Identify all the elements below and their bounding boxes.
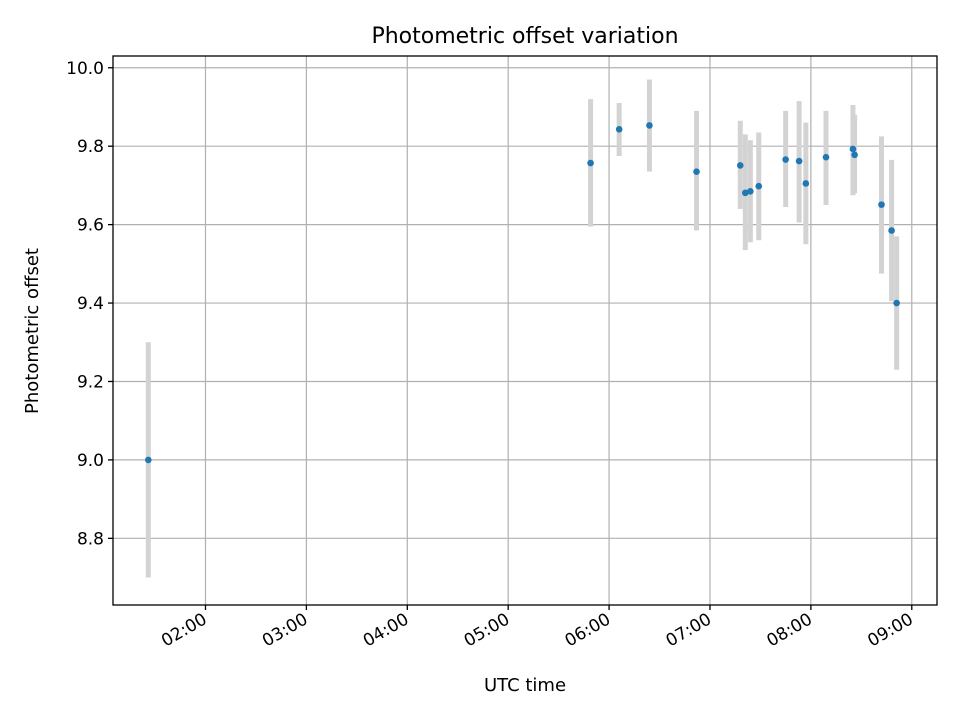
data-point: [849, 145, 857, 153]
plot-frame: [112, 55, 938, 606]
grid: [113, 56, 937, 605]
data-point: [782, 156, 789, 163]
data-point: [755, 182, 763, 190]
x-axis-label: UTC time: [484, 675, 566, 696]
data-point: [587, 159, 594, 167]
data-point: [747, 187, 754, 195]
data-point: [615, 126, 623, 133]
data-point: [646, 122, 653, 129]
x-tick-label: 09:00: [864, 609, 916, 651]
ticks: 02:00 03:00 04:00 05:00 06:00 07:00 08:00 09:00…: [66, 59, 917, 652]
y-axis-label: Photometric offset: [22, 248, 43, 414]
y-tick-label: 9.0: [77, 451, 104, 471]
data-points: [145, 122, 900, 464]
chart-title: Photometric offset variation: [371, 24, 678, 49]
data-point: [741, 189, 749, 197]
y-tick-label: 9.2: [77, 372, 104, 392]
y-tick-label: 9.8: [77, 137, 104, 157]
x-tick-label: 06:00: [562, 609, 614, 651]
x-tick-label: 02:00: [158, 609, 210, 651]
data-point: [145, 456, 152, 464]
data-point: [693, 168, 700, 175]
data-point: [893, 299, 900, 307]
data-point: [795, 157, 803, 165]
data-point: [878, 201, 885, 208]
y-tick-label: 9.4: [77, 294, 104, 314]
x-tick-label: 03:00: [259, 609, 311, 651]
x-tick-label: 04:00: [360, 609, 412, 651]
y-tick-label: 9.6: [77, 216, 104, 236]
x-tick-label: 07:00: [663, 609, 715, 651]
data-point: [822, 153, 830, 161]
data-point: [736, 162, 744, 169]
error-bars: [145, 79, 900, 578]
x-tick-label: 05:00: [461, 609, 513, 651]
x-tick-label: 08:00: [763, 609, 815, 651]
data-point: [888, 227, 895, 234]
data-point: [802, 180, 810, 187]
y-tick-label: 10.0: [66, 59, 104, 79]
data-point: [851, 151, 858, 159]
y-tick-label: 8.8: [77, 529, 104, 549]
